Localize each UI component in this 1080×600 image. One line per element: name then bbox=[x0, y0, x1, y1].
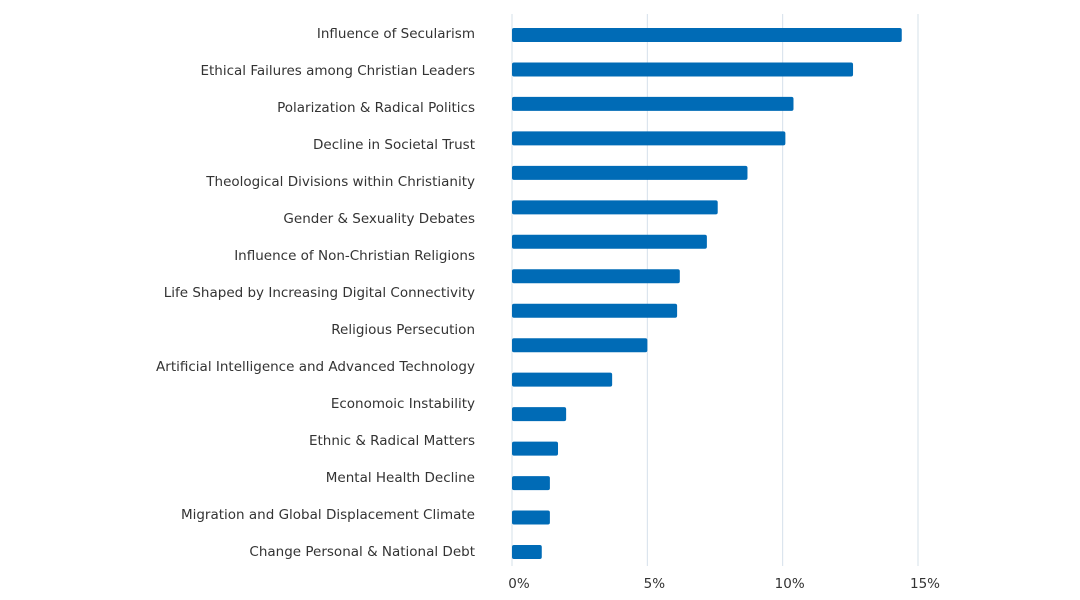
category-label: Mental Health Decline bbox=[326, 470, 475, 486]
bar bbox=[512, 200, 718, 215]
bar bbox=[512, 62, 854, 77]
bar bbox=[512, 165, 748, 180]
bar bbox=[512, 131, 786, 146]
category-label: Religious Persecution bbox=[331, 322, 475, 338]
category-label: Economoic Instability bbox=[331, 396, 475, 412]
category-label: Polarization & Radical Politics bbox=[277, 100, 475, 116]
bar bbox=[512, 303, 678, 318]
bar bbox=[512, 441, 559, 456]
category-label: Life Shaped by Increasing Digital Connec… bbox=[164, 285, 475, 301]
category-label: Influence of Non-Christian Religions bbox=[234, 248, 475, 264]
bar bbox=[512, 407, 567, 422]
category-label: Decline in Societal Trust bbox=[313, 137, 475, 153]
x-tick-label: 10% bbox=[775, 576, 805, 592]
bars bbox=[512, 28, 902, 559]
grid-lines bbox=[511, 14, 919, 566]
category-label: Theological Divisions within Christianit… bbox=[205, 174, 475, 190]
category-label: Influence of Secularism bbox=[317, 26, 475, 42]
category-labels: Influence of Secularism Ethical Failures … bbox=[156, 26, 475, 560]
x-tick-label: 0% bbox=[508, 576, 530, 592]
x-axis-ticks: 0% 5% 10% 15% bbox=[508, 576, 940, 592]
bar bbox=[512, 510, 550, 525]
bar bbox=[512, 96, 794, 111]
bar bbox=[512, 28, 902, 42]
x-tick-label: 15% bbox=[910, 576, 940, 592]
category-label: Migration and Global Displacement Climat… bbox=[181, 507, 475, 523]
bar bbox=[512, 372, 613, 387]
bar bbox=[512, 234, 707, 249]
category-label: Ethnic & Radical Matters bbox=[309, 433, 475, 449]
x-tick-label: 5% bbox=[644, 576, 666, 592]
bar bbox=[512, 338, 648, 353]
category-label: Gender & Sexuality Debates bbox=[283, 211, 475, 227]
bar bbox=[512, 545, 542, 559]
category-label: Ethical Failures among Christian Leaders bbox=[200, 63, 475, 79]
bar bbox=[512, 476, 550, 491]
bar bbox=[512, 269, 680, 284]
category-label: Change Personal & National Debt bbox=[249, 544, 475, 560]
category-label: Artificial Intelligence and Advanced Tec… bbox=[156, 359, 475, 375]
